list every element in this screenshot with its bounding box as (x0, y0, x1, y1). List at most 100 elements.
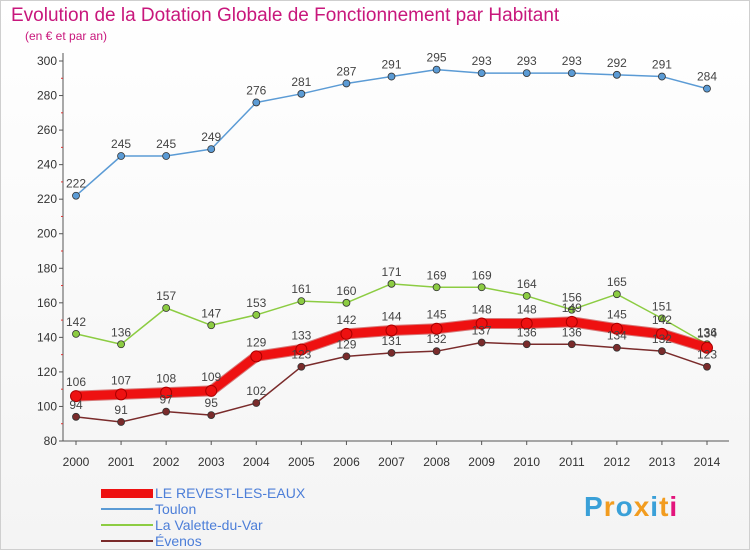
data-point (477, 338, 486, 347)
data-point (522, 340, 531, 349)
y-tick-label: 300 (37, 54, 57, 68)
data-label: 169 (427, 268, 447, 282)
logo-letter: t (659, 491, 670, 522)
data-label: 171 (381, 265, 401, 279)
data-label: 156 (562, 291, 582, 305)
data-point (160, 386, 173, 399)
data-point (475, 317, 488, 330)
y-tick-label: 280 (37, 89, 57, 103)
data-point (342, 352, 351, 361)
legend-item: LE REVEST-LES-EAUX (101, 485, 305, 501)
data-label: 106 (66, 375, 86, 389)
x-tick-label: 2001 (108, 455, 135, 469)
data-label: 293 (562, 54, 582, 68)
data-point (115, 388, 128, 401)
y-tick-label: 260 (37, 123, 57, 137)
data-point (72, 330, 80, 338)
data-point (522, 292, 531, 300)
data-label: 164 (517, 277, 537, 291)
data-label: 148 (517, 303, 537, 317)
data-label: 151 (652, 299, 672, 313)
data-point (567, 69, 576, 77)
data-label: 129 (246, 335, 266, 349)
data-point (477, 69, 486, 77)
y-tick-label: 120 (37, 365, 57, 379)
data-label: 161 (291, 282, 311, 296)
data-label: 160 (336, 284, 356, 298)
data-label: 142 (336, 313, 356, 327)
x-tick-label: 2002 (153, 455, 180, 469)
data-label: 102 (246, 384, 266, 398)
data-label: 295 (427, 51, 447, 65)
data-point (250, 350, 263, 363)
x-tick-label: 2006 (333, 455, 360, 469)
data-point (207, 321, 216, 330)
series-line (75, 68, 708, 197)
data-point (207, 411, 216, 419)
data-point (295, 343, 308, 356)
legend-label: LE REVEST-LES-EAUX (155, 485, 306, 501)
data-point (387, 349, 396, 357)
x-tick-label: 2005 (288, 455, 315, 469)
data-label: 134 (697, 327, 717, 341)
data-point (610, 322, 623, 335)
legend-swatch (101, 524, 153, 526)
data-point (432, 65, 441, 74)
data-label: 144 (381, 309, 401, 323)
data-label: 136 (562, 325, 582, 339)
data-point (658, 347, 666, 356)
legend-item: Évenos (101, 533, 305, 549)
data-label: 276 (246, 83, 266, 97)
x-tick-label: 2014 (694, 455, 721, 469)
data-point (252, 98, 261, 107)
x-tick-label: 2008 (423, 455, 450, 469)
y-tick-label: 140 (37, 330, 57, 344)
data-point (117, 152, 125, 160)
data-label: 136 (517, 325, 537, 339)
data-point (297, 89, 306, 98)
data-point (703, 84, 711, 93)
x-tick-label: 2010 (513, 455, 540, 469)
data-label: 129 (336, 337, 356, 351)
data-point (297, 297, 306, 305)
data-label: 281 (291, 75, 311, 89)
data-label: 291 (652, 58, 672, 72)
data-label: 147 (201, 306, 221, 320)
data-label: 245 (111, 137, 131, 151)
data-label: 165 (607, 275, 627, 289)
data-label: 249 (201, 130, 221, 144)
data-label: 95 (205, 396, 219, 410)
x-tick-label: 2013 (649, 455, 676, 469)
data-point (565, 315, 578, 328)
data-point (387, 72, 396, 81)
data-point (72, 191, 80, 200)
data-label: 291 (381, 58, 401, 72)
data-label: 132 (427, 332, 447, 346)
y-tick-label: 160 (37, 296, 57, 310)
data-label: 145 (607, 308, 627, 322)
x-tick-label: 2003 (198, 455, 225, 469)
y-tick-label: 220 (37, 192, 57, 206)
data-label: 293 (517, 54, 537, 68)
data-label: 169 (472, 268, 492, 282)
logo-letter: x (633, 491, 651, 522)
data-label: 142 (66, 315, 86, 329)
legend-label: Toulon (155, 501, 197, 517)
data-label: 137 (472, 324, 492, 338)
data-label: 109 (201, 370, 221, 384)
data-label: 136 (111, 325, 131, 339)
y-tick-label: 100 (37, 399, 57, 413)
data-label: 149 (562, 301, 582, 315)
logo-letter: P (584, 491, 604, 522)
logo-letter: i (650, 491, 660, 522)
data-label: 136 (697, 325, 717, 339)
data-point (162, 407, 171, 416)
data-point (432, 347, 441, 356)
data-label: 97 (159, 393, 173, 407)
x-tick-label: 2009 (468, 455, 495, 469)
logo-letter: r (603, 491, 616, 522)
data-label: 107 (111, 373, 131, 387)
data-point (72, 412, 80, 421)
logo-letter: i (669, 491, 679, 522)
